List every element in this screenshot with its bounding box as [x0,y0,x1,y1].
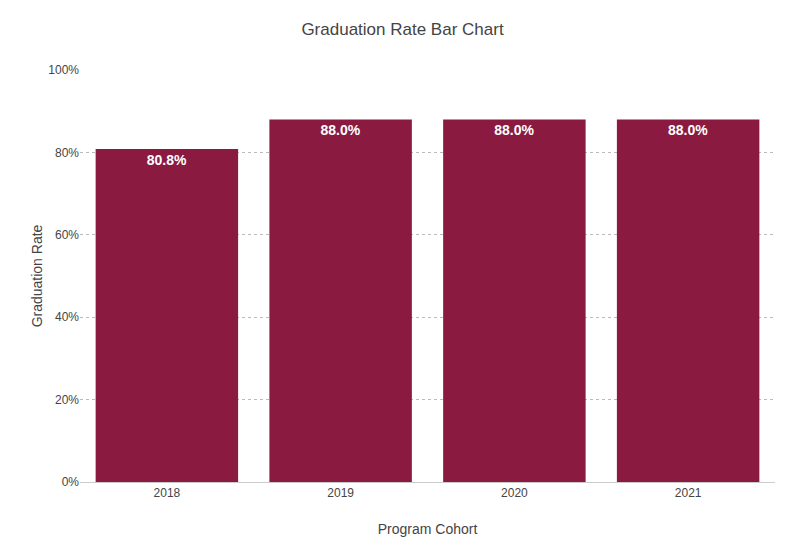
svg-text:88.0%: 88.0% [668,122,708,138]
svg-text:40%: 40% [55,310,79,324]
svg-text:2018: 2018 [154,486,181,500]
svg-text:2021: 2021 [675,486,702,500]
svg-text:2019: 2019 [327,486,354,500]
svg-text:80%: 80% [55,146,79,160]
svg-text:100%: 100% [48,63,79,77]
svg-text:2020: 2020 [501,486,528,500]
svg-text:88.0%: 88.0% [494,122,534,138]
svg-text:Graduation Rate Bar Chart: Graduation Rate Bar Chart [301,20,503,39]
svg-text:88.0%: 88.0% [321,122,361,138]
svg-text:60%: 60% [55,228,79,242]
svg-text:Program Cohort: Program Cohort [378,521,478,537]
svg-text:80.8%: 80.8% [147,152,187,168]
svg-text:20%: 20% [55,393,79,407]
svg-text:0%: 0% [62,475,80,489]
svg-text:Graduation Rate: Graduation Rate [29,224,45,327]
